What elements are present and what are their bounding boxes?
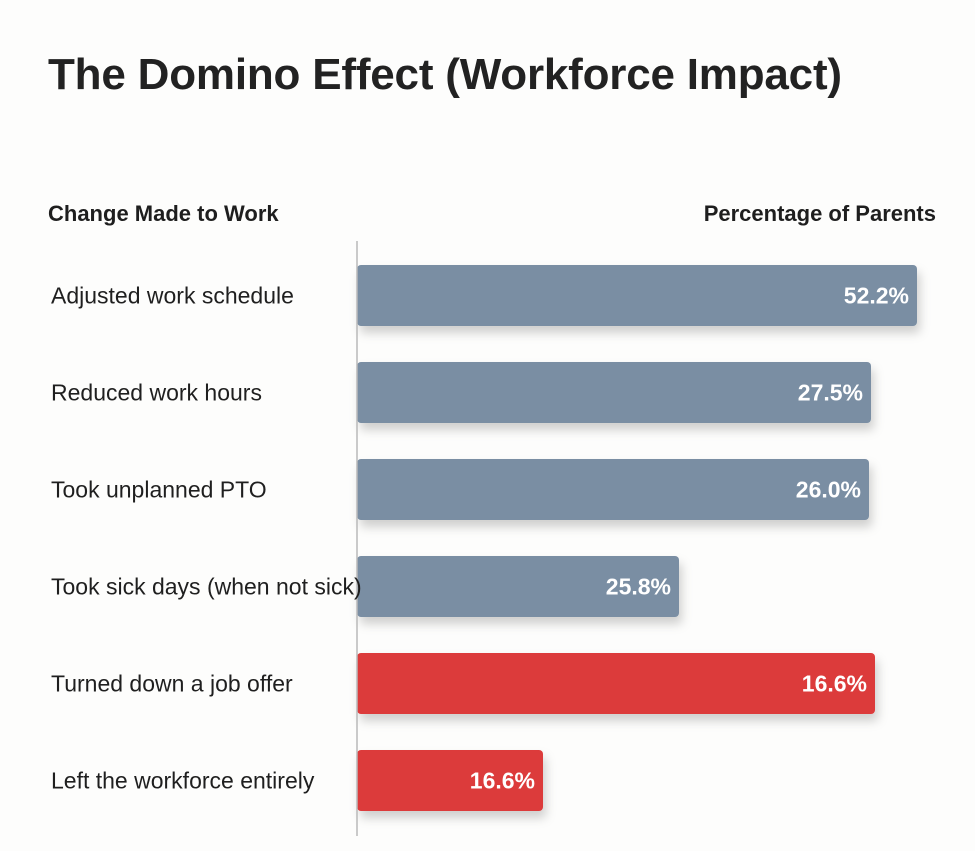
chart-title: The Domino Effect (Workforce Impact) [48,50,842,99]
category-label-5: Turned down a job offer [51,671,293,697]
category-label-4: Took sick days (when not sick) [51,574,362,600]
value-label-6: 16.6% [470,768,535,794]
category-label-2: Reduced work hours [51,380,262,406]
category-label-1: Adjusted work schedule [51,283,294,309]
value-label-3: 26.0% [796,477,861,503]
bar-6 [357,750,543,811]
bar-1 [357,265,917,326]
value-label-4: 25.8% [606,574,671,600]
value-label-2: 27.5% [798,380,863,406]
bar-5 [357,653,875,714]
value-label-1: 52.2% [844,283,909,309]
bar-3 [357,459,869,520]
category-label-6: Left the workforce entirely [51,768,315,794]
bar-4 [357,556,679,617]
value-column-header: Percentage of Parents [703,201,936,226]
category-label-3: Took unplanned PTO [51,477,267,503]
value-label-5: 16.6% [802,671,867,697]
category-column-header: Change Made to Work [48,201,279,226]
bar-2 [357,362,871,423]
